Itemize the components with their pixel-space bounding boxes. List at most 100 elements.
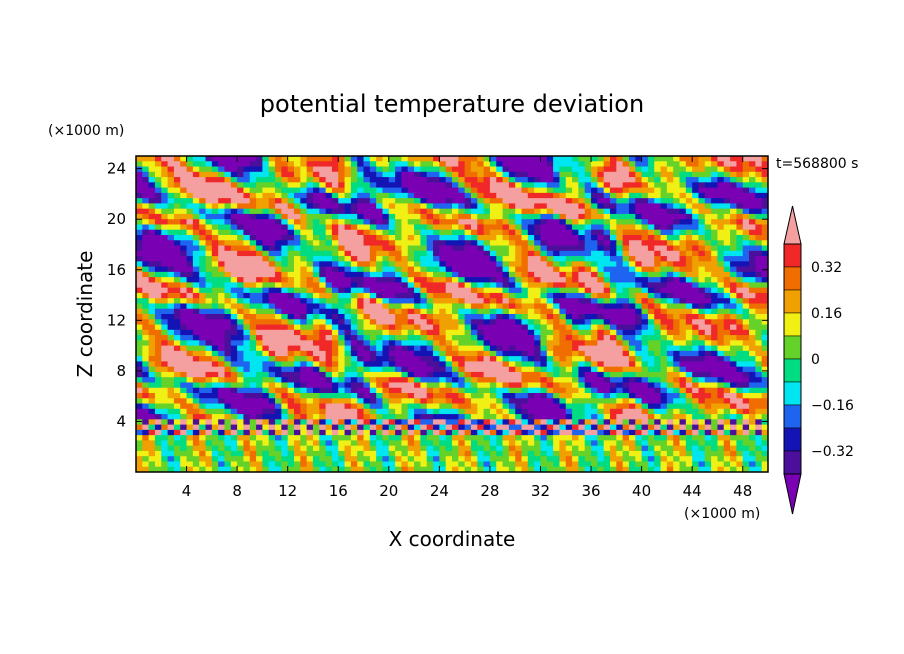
field-cell bbox=[572, 324, 579, 331]
field-cell bbox=[363, 271, 371, 278]
field-cell bbox=[262, 414, 270, 420]
field-cell bbox=[692, 340, 699, 346]
field-cell bbox=[401, 271, 409, 278]
field-cell bbox=[331, 350, 339, 357]
field-cell bbox=[439, 224, 447, 231]
field-cell bbox=[572, 303, 579, 310]
field-cell bbox=[483, 171, 491, 178]
field-cell bbox=[508, 292, 516, 299]
field-cell bbox=[243, 408, 251, 415]
field-cell bbox=[325, 245, 333, 252]
field-cell bbox=[489, 387, 497, 394]
field-cell bbox=[357, 240, 364, 246]
field-cell bbox=[230, 203, 238, 210]
field-cell bbox=[439, 156, 447, 162]
field-cell bbox=[679, 171, 687, 178]
field-cell bbox=[578, 203, 586, 210]
field-cell bbox=[262, 208, 270, 215]
field-cell bbox=[654, 329, 661, 336]
field-cell bbox=[268, 192, 276, 199]
field-cell bbox=[673, 356, 680, 362]
field-cell bbox=[685, 377, 693, 383]
field-cell bbox=[572, 198, 579, 204]
field-cell bbox=[761, 203, 768, 210]
field-cell bbox=[331, 366, 339, 373]
field-cell bbox=[382, 292, 390, 299]
field-cell bbox=[572, 314, 579, 320]
field-cell bbox=[452, 235, 459, 241]
field-cell bbox=[275, 171, 282, 178]
field-cell bbox=[376, 198, 383, 204]
field-cell bbox=[426, 203, 434, 210]
field-cell bbox=[142, 182, 150, 188]
field-cell bbox=[578, 329, 586, 336]
field-cell bbox=[730, 319, 737, 325]
field-cell bbox=[685, 261, 693, 267]
field-cell bbox=[344, 356, 352, 362]
field-cell bbox=[534, 303, 541, 310]
field-cell bbox=[578, 398, 586, 404]
field-cell bbox=[477, 277, 484, 283]
field-cell bbox=[673, 371, 680, 378]
field-cell bbox=[325, 156, 333, 162]
field-cell bbox=[559, 361, 567, 368]
field-cell bbox=[312, 156, 320, 162]
field-cell bbox=[502, 219, 510, 225]
field-cell bbox=[325, 414, 333, 420]
y-unit-label: (×1000 m) bbox=[48, 123, 124, 139]
field-cell bbox=[603, 414, 611, 420]
field-cell bbox=[407, 224, 415, 231]
field-cell bbox=[268, 345, 276, 352]
field-cell bbox=[458, 166, 466, 173]
field-cell bbox=[508, 187, 516, 194]
field-cell bbox=[711, 250, 718, 257]
field-cell bbox=[161, 287, 168, 294]
field-cell bbox=[281, 303, 289, 310]
field-cell bbox=[211, 219, 219, 225]
field-cell bbox=[660, 287, 668, 294]
field-cell bbox=[464, 319, 472, 325]
field-cell bbox=[173, 329, 181, 336]
field-cell bbox=[275, 261, 282, 267]
field-cell bbox=[173, 345, 181, 352]
field-cell bbox=[306, 324, 314, 331]
field-cell bbox=[685, 361, 693, 368]
field-cell bbox=[749, 250, 756, 257]
field-cell bbox=[306, 345, 314, 352]
field-cell bbox=[622, 256, 630, 262]
field-cell bbox=[262, 192, 270, 199]
field-cell bbox=[312, 219, 320, 225]
field-cell bbox=[287, 177, 295, 183]
field-cell bbox=[717, 277, 725, 283]
field-cell bbox=[148, 277, 156, 283]
field-cell bbox=[508, 356, 516, 362]
field-cell bbox=[192, 377, 200, 383]
field-cell bbox=[173, 192, 181, 199]
field-cell bbox=[616, 408, 624, 415]
field-cell bbox=[742, 314, 750, 320]
field-cell bbox=[294, 329, 301, 336]
field-cell bbox=[597, 203, 605, 210]
field-cell bbox=[218, 203, 225, 210]
field-cell bbox=[755, 345, 763, 352]
field-cell bbox=[256, 382, 263, 389]
field-cell bbox=[464, 224, 472, 231]
field-cell bbox=[211, 329, 219, 336]
field-cell bbox=[711, 177, 718, 183]
field-cell bbox=[376, 366, 383, 373]
field-cell bbox=[616, 182, 624, 188]
field-cell bbox=[559, 213, 567, 220]
field-cell bbox=[154, 345, 162, 352]
field-cell bbox=[679, 177, 687, 183]
field-cell bbox=[616, 156, 624, 162]
field-cell bbox=[660, 166, 668, 173]
field-cell bbox=[666, 161, 674, 167]
field-cell bbox=[496, 314, 503, 320]
field-cell bbox=[312, 387, 320, 394]
field-cell bbox=[249, 371, 257, 378]
field-cell bbox=[268, 282, 276, 289]
field-cell bbox=[673, 408, 680, 415]
field-cell bbox=[559, 245, 567, 252]
field-cell bbox=[679, 203, 687, 210]
field-cell bbox=[679, 382, 687, 389]
